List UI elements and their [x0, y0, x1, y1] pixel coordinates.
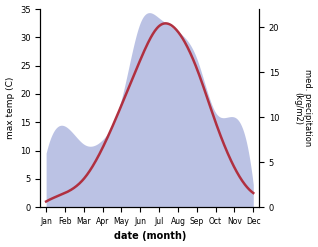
- Y-axis label: max temp (C): max temp (C): [5, 77, 15, 139]
- X-axis label: date (month): date (month): [114, 231, 186, 242]
- Y-axis label: med. precipitation
(kg/m2): med. precipitation (kg/m2): [293, 69, 313, 147]
